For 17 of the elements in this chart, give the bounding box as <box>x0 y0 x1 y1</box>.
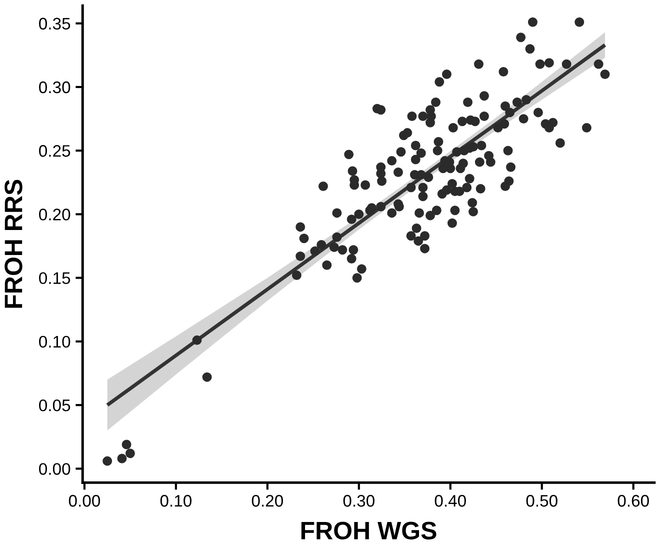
y-axis-title: FROH RRS <box>4 180 22 308</box>
x-tick-label: 0.50 <box>526 494 558 507</box>
x-axis-title: FROH WGS <box>301 522 436 540</box>
y-tick-label: 0.00 <box>39 463 70 475</box>
x-tick-label: 0.40 <box>434 494 466 507</box>
y-tick-label: 0.30 <box>39 81 70 94</box>
x-tick-label: 0.20 <box>252 494 283 507</box>
x-tick-label: 0.10 <box>160 494 192 507</box>
y-tick-label: 0.05 <box>39 399 70 412</box>
y-tick-label: 0.10 <box>39 336 70 348</box>
y-tick-label: 0.25 <box>39 145 70 157</box>
y-tick-label: 0.15 <box>39 272 70 284</box>
y-tick-label: 0.20 <box>39 208 70 220</box>
x-tick-label: 0.00 <box>68 494 100 507</box>
x-tick-label: 0.60 <box>618 494 649 507</box>
x-tick-label: 0.30 <box>343 494 374 507</box>
y-tick-label: 0.35 <box>39 18 70 30</box>
